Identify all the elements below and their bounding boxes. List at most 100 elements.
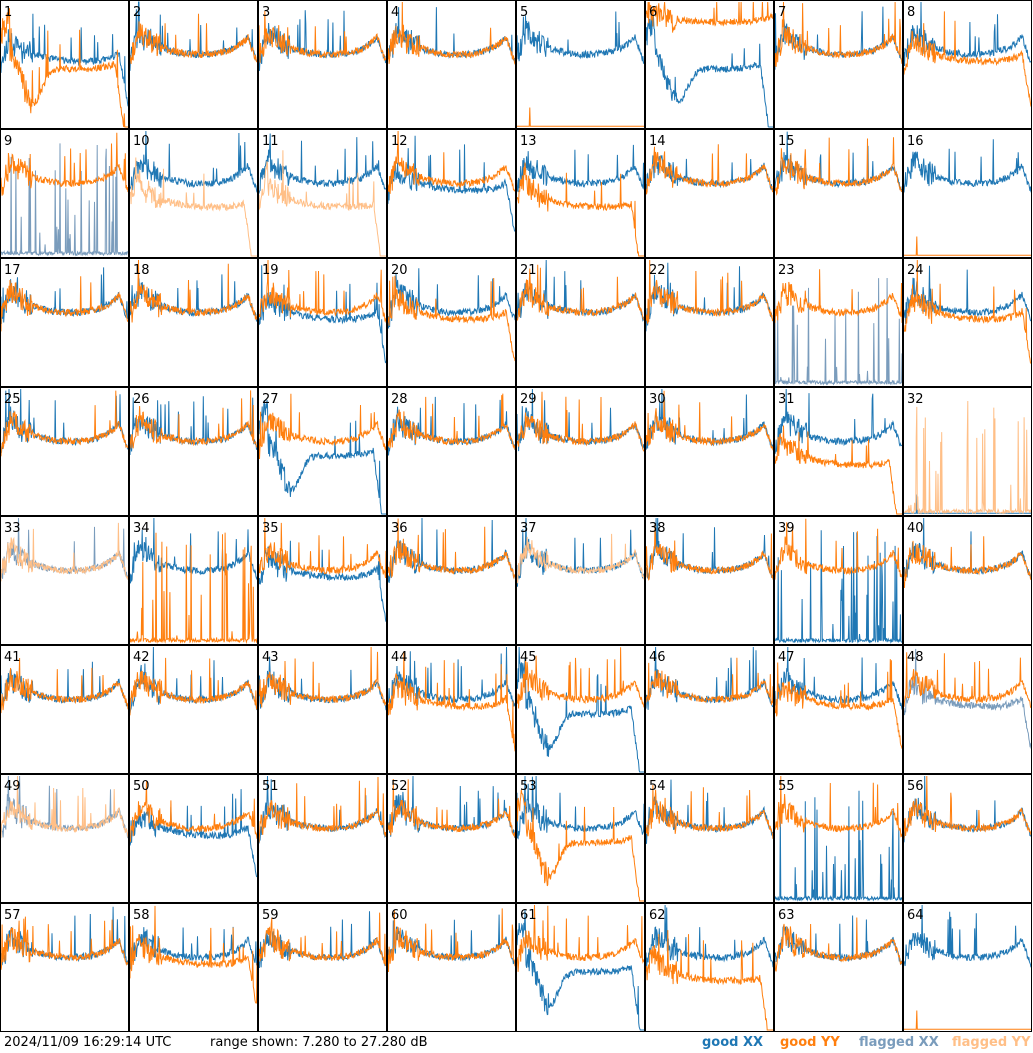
- panel-64: 64: [903, 903, 1032, 1032]
- panel-41-label: 41: [4, 650, 21, 665]
- panel-25: 25: [0, 387, 129, 516]
- panel-62-frame: [645, 903, 774, 1032]
- panel-62-label: 62: [649, 908, 666, 923]
- panel-4-frame: [387, 0, 516, 129]
- panel-61-yy-line: [516, 904, 645, 972]
- panel-13-xx-line: [516, 144, 645, 193]
- panel-37-label: 37: [520, 521, 537, 536]
- panel-8-label: 8: [907, 5, 915, 20]
- panel-37: 37: [516, 516, 645, 645]
- panel-26-label: 26: [133, 392, 150, 407]
- panel-38-label: 38: [649, 521, 666, 536]
- panel-22-label: 22: [649, 263, 666, 278]
- panel-33-yy-line: [0, 522, 129, 582]
- panel-52-label: 52: [391, 779, 408, 794]
- panel-9-frame: [0, 129, 129, 258]
- panel-2-label: 2: [133, 5, 141, 20]
- panel-47-xx-line: [774, 646, 903, 710]
- panel-17: 17: [0, 258, 129, 387]
- panel-56-frame: [903, 774, 1032, 903]
- panel-21-label: 21: [520, 263, 537, 278]
- panel-17-frame: [0, 258, 129, 387]
- panel-49-label: 49: [4, 779, 21, 794]
- panel-23-yy-line: [774, 269, 903, 323]
- panel-44: 44: [387, 645, 516, 774]
- panel-51-frame: [258, 774, 387, 903]
- panel-61-frame: [516, 903, 645, 1032]
- panel-20: 20: [387, 258, 516, 387]
- panel-5-xx-line: [516, 11, 645, 64]
- panel-53-label: 53: [520, 779, 537, 794]
- panel-7: 7: [774, 0, 903, 129]
- panel-64-frame: [903, 903, 1032, 1032]
- panel-45-label: 45: [520, 650, 537, 665]
- panel-6: 6: [645, 0, 774, 129]
- panel-63-label: 63: [778, 908, 795, 923]
- panel-25-label: 25: [4, 392, 21, 407]
- panel-3-label: 3: [262, 5, 270, 20]
- panel-36: 36: [387, 516, 516, 645]
- panel-26-yy-line: [129, 390, 258, 449]
- panel-57-frame: [0, 903, 129, 1032]
- panel-38: 38: [645, 516, 774, 645]
- panel-34-yy-line: [129, 532, 258, 645]
- panel-29-frame: [516, 387, 645, 516]
- panel-12: 12: [387, 129, 516, 258]
- panel-41-yy-line: [0, 657, 129, 714]
- panel-49: 49: [0, 774, 129, 903]
- panel-59-label: 59: [262, 908, 279, 923]
- panel-14-frame: [645, 129, 774, 258]
- panel-20-frame: [387, 258, 516, 387]
- panel-21: 21: [516, 258, 645, 387]
- panel-43-label: 43: [262, 650, 279, 665]
- panel-60-yy-line: [387, 908, 516, 973]
- panel-15-frame: [774, 129, 903, 258]
- legend-good-xx: good XX: [702, 1035, 764, 1050]
- panel-9-yy-line: [0, 132, 129, 196]
- panel-11-yy-line: [258, 150, 386, 257]
- panel-40-frame: [903, 516, 1032, 645]
- panel-50-label: 50: [133, 779, 150, 794]
- panel-30: 30: [645, 387, 774, 516]
- panel-33: 33: [0, 516, 129, 645]
- panel-39: 39: [774, 516, 903, 645]
- panel-40: 40: [903, 516, 1032, 645]
- panel-57-yy-line: [0, 916, 129, 970]
- panel-11-frame: [258, 129, 387, 258]
- panel-9: 9: [0, 129, 129, 258]
- panel-39-label: 39: [778, 521, 795, 536]
- panel-30-frame: [645, 387, 774, 516]
- panel-11-label: 11: [262, 134, 279, 149]
- timestamp-text: 2024/11/09 16:29:14 UTC: [4, 1035, 172, 1050]
- panel-55-yy-line: [774, 775, 903, 838]
- panel-38-yy-line: [645, 523, 774, 581]
- panel-2: 2: [129, 0, 258, 129]
- panel-10-xx-line: [129, 130, 258, 193]
- panel-42: 42: [129, 645, 258, 774]
- panel-28-yy-line: [387, 393, 516, 450]
- panel-23-label: 23: [778, 263, 795, 278]
- panel-46: 46: [645, 645, 774, 774]
- panel-39-xx-line: [774, 530, 903, 644]
- panel-45: 45: [516, 645, 645, 774]
- panel-24: 24: [903, 258, 1032, 387]
- panel-45-frame: [516, 645, 645, 774]
- panel-20-yy-line: [387, 275, 516, 362]
- panel-16-xx-line: [903, 139, 1032, 193]
- panel-53-xx-line: [516, 775, 645, 840]
- panel-59-yy-line: [258, 912, 387, 967]
- panel-31-label: 31: [778, 392, 795, 407]
- panel-61: 61: [516, 903, 645, 1032]
- panel-1-frame: [0, 0, 129, 129]
- panel-15-yy-line: [774, 137, 903, 196]
- panel-55: 55: [774, 774, 903, 903]
- panel-45-yy-line: [516, 647, 645, 709]
- panel-5-yy-line: [517, 107, 644, 127]
- panel-63-frame: [774, 903, 903, 1032]
- panel-21-yy-line: [516, 264, 645, 321]
- panel-33-frame: [0, 516, 129, 645]
- panel-5-label: 5: [520, 5, 528, 20]
- panel-23-frame: [774, 258, 903, 387]
- panel-31: 31: [774, 387, 903, 516]
- panel-14: 14: [645, 129, 774, 258]
